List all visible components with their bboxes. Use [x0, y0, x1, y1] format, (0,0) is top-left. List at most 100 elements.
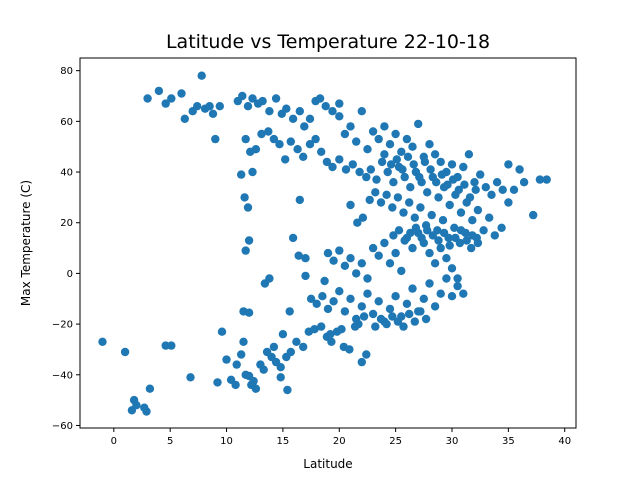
data-point — [451, 233, 460, 243]
data-point — [462, 236, 471, 245]
data-point — [380, 238, 389, 248]
data-point — [447, 160, 457, 169]
data-point — [411, 223, 421, 232]
data-point — [504, 198, 513, 207]
data-point — [386, 160, 396, 169]
data-point — [430, 302, 440, 311]
data-point — [271, 94, 281, 103]
data-point — [305, 114, 315, 124]
data-point — [535, 175, 545, 184]
data-point — [408, 142, 417, 151]
data-point — [301, 271, 310, 281]
data-point — [427, 210, 436, 220]
data-point — [244, 236, 254, 245]
data-point — [354, 319, 363, 329]
data-point — [498, 185, 507, 194]
data-point — [177, 89, 186, 98]
data-point — [380, 150, 389, 159]
data-point — [374, 251, 383, 260]
data-point — [456, 226, 466, 235]
chart-title: Latitude vs Temperature 22-10-18 — [166, 31, 490, 53]
data-point — [286, 347, 295, 357]
data-point — [241, 246, 250, 255]
data-point — [382, 190, 391, 199]
data-point — [346, 200, 355, 210]
data-point — [329, 256, 338, 265]
y-tick-label: 60 — [60, 117, 73, 128]
data-point — [423, 226, 432, 235]
data-point — [436, 243, 445, 253]
data-point — [239, 337, 248, 346]
data-point — [473, 238, 483, 248]
data-point — [442, 254, 451, 263]
data-point — [335, 112, 344, 121]
data-point — [436, 289, 445, 298]
data-point — [388, 312, 397, 321]
data-point — [120, 347, 130, 357]
data-point — [371, 322, 380, 331]
data-point — [312, 299, 321, 308]
data-point — [447, 264, 457, 273]
data-point — [317, 322, 326, 331]
y-axis-label: Max Temperature (C) — [19, 180, 33, 306]
data-point — [237, 170, 246, 179]
data-point — [453, 274, 462, 283]
data-point — [456, 208, 466, 217]
data-point — [481, 183, 490, 192]
data-point — [346, 122, 355, 131]
data-point — [443, 180, 452, 189]
data-point — [471, 185, 480, 194]
data-point — [317, 147, 326, 156]
data-point — [445, 241, 454, 250]
data-point — [487, 190, 496, 199]
data-point — [376, 198, 386, 207]
data-point — [542, 175, 551, 184]
data-point — [193, 102, 202, 111]
data-point — [299, 152, 308, 161]
data-point — [426, 165, 435, 174]
data-point — [394, 226, 404, 235]
x-tick-label: 5 — [167, 436, 173, 447]
data-point — [515, 165, 524, 174]
data-point — [208, 109, 218, 119]
data-point — [237, 350, 246, 359]
data-point — [423, 188, 432, 197]
data-point — [335, 287, 344, 296]
data-point — [465, 193, 475, 202]
data-point — [391, 292, 400, 301]
data-point — [419, 294, 428, 303]
data-point — [294, 251, 303, 260]
data-point — [430, 259, 440, 268]
data-point — [450, 223, 459, 232]
data-point — [403, 152, 413, 161]
data-point — [388, 203, 397, 212]
data-point — [265, 107, 274, 116]
data-point — [335, 99, 344, 108]
data-point — [205, 102, 214, 111]
data-point — [357, 107, 366, 116]
y-tick-label: 80 — [60, 66, 73, 77]
data-point — [417, 233, 426, 243]
data-point — [509, 185, 519, 194]
data-point — [323, 304, 333, 314]
data-point — [393, 317, 403, 326]
data-point — [286, 137, 295, 146]
data-point — [132, 401, 141, 410]
data-point — [258, 96, 267, 106]
data-point — [410, 213, 419, 222]
data-point — [318, 292, 327, 301]
data-point — [406, 228, 415, 238]
y-tick-label: −40 — [52, 370, 73, 381]
data-point — [490, 231, 499, 240]
data-point — [485, 213, 494, 222]
data-point — [454, 185, 463, 194]
data-point — [305, 140, 315, 149]
data-point — [186, 373, 195, 382]
data-point — [402, 134, 412, 144]
data-point — [430, 150, 440, 159]
data-point — [215, 102, 224, 111]
data-point — [408, 243, 417, 253]
data-point — [382, 319, 391, 329]
x-axis: 0 5 10 15 20 25 30 35 40 — [111, 428, 571, 447]
